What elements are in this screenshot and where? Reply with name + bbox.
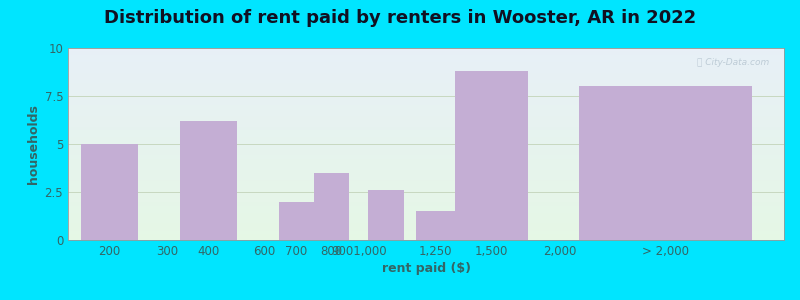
Bar <box>369 190 404 240</box>
Bar <box>180 121 238 240</box>
Text: ⓘ City-Data.com: ⓘ City-Data.com <box>698 58 770 67</box>
Bar <box>454 71 528 240</box>
Bar <box>279 202 314 240</box>
Bar <box>81 144 138 240</box>
Text: Distribution of rent paid by renters in Wooster, AR in 2022: Distribution of rent paid by renters in … <box>104 9 696 27</box>
X-axis label: rent paid ($): rent paid ($) <box>382 262 470 275</box>
Bar <box>417 211 454 240</box>
Bar <box>314 173 350 240</box>
Y-axis label: households: households <box>27 104 40 184</box>
Bar <box>579 86 752 240</box>
